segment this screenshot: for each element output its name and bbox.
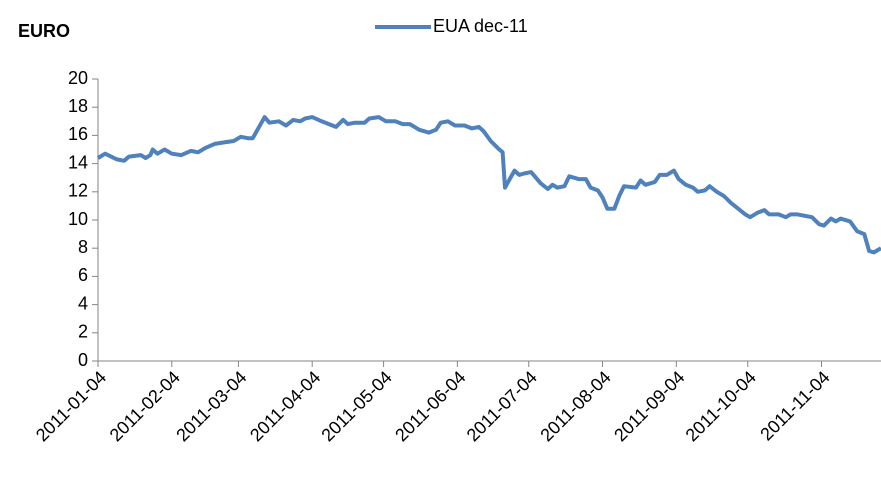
y-tick-label: 6 <box>78 265 88 285</box>
x-tick-label: 2011-01-04 <box>32 367 110 445</box>
x-tick-label: 2011-11-04 <box>756 367 833 444</box>
x-tick-label: 2011-10-04 <box>682 367 760 445</box>
y-tick-label: 20 <box>68 68 88 88</box>
x-tick-label: 2011-05-04 <box>317 367 395 445</box>
y-tick-label: 16 <box>68 124 88 144</box>
x-tick-label: 2011-06-04 <box>391 367 469 445</box>
y-tick-label: 4 <box>78 293 88 313</box>
y-tick-label: 14 <box>68 152 88 172</box>
x-tick-label: 2011-08-04 <box>536 367 614 445</box>
x-tick-label: 2011-03-04 <box>172 367 250 445</box>
legend-label: EUA dec-11 <box>433 16 528 36</box>
x-tick-label: 2011-07-04 <box>463 367 541 445</box>
x-tick-label: 2011-02-04 <box>106 367 184 445</box>
y-tick-label: 10 <box>68 209 88 229</box>
y-tick-label: 2 <box>78 322 88 342</box>
y-tick-label: 18 <box>68 96 88 116</box>
line-series <box>96 115 881 255</box>
y-tick-label: 12 <box>68 181 88 201</box>
y-tick-label: 8 <box>78 237 88 257</box>
x-tick-label: 2011-09-04 <box>610 367 688 445</box>
y-tick-label: 0 <box>78 350 88 370</box>
y-axis-label: EURO <box>18 21 70 41</box>
x-tick-label: 2011-04-04 <box>246 367 324 445</box>
